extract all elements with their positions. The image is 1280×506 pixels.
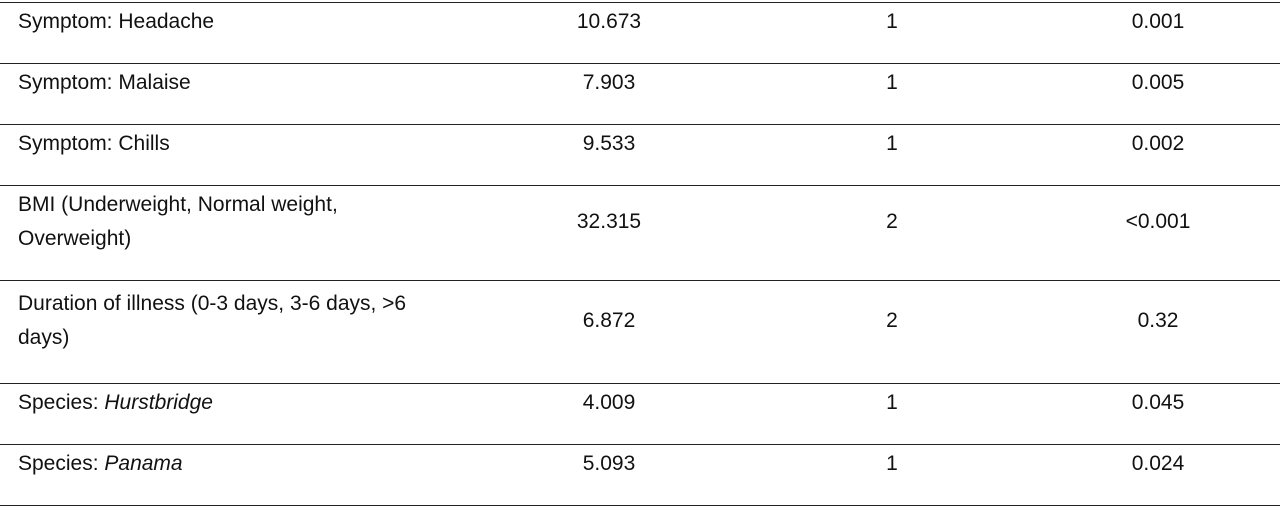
label-cell: Symptom: Malaise bbox=[18, 71, 191, 94]
value-cell: 6.872 bbox=[582, 309, 636, 332]
label-cell: Species: Hurstbridge bbox=[0, 384, 440, 445]
table-row: Duration of illness (0-3 days, 3-6 days,… bbox=[0, 280, 1280, 384]
table-row: Species: Hurstbridge 4.009 1 0.045 bbox=[0, 383, 1280, 445]
label-italic: Panama bbox=[104, 452, 183, 475]
table-row: BMI (Underweight, Normal weight, Overwei… bbox=[0, 185, 1280, 281]
value-cell: 0.32 bbox=[1137, 309, 1179, 332]
value-cell: <0.001 bbox=[1125, 210, 1191, 233]
value-cell: 2 bbox=[886, 309, 898, 332]
value-cell: 10.673 bbox=[576, 10, 642, 33]
value-cell: 0.002 bbox=[1131, 132, 1185, 155]
label-cell: Duration of illness (0-3 days, 3-6 days,… bbox=[18, 292, 407, 349]
table-row: Species: Panama 5.093 1 0.024 bbox=[0, 444, 1280, 506]
label-text: Species: bbox=[18, 452, 105, 475]
value-cell: 32.315 bbox=[576, 210, 642, 233]
value-cell: 9.533 bbox=[582, 132, 636, 155]
value-cell: 0.045 bbox=[1131, 391, 1185, 414]
value-cell: 1 bbox=[886, 71, 898, 94]
label-cell: BMI (Underweight, Normal weight, Overwei… bbox=[18, 193, 338, 250]
value-cell: 7.903 bbox=[582, 71, 636, 94]
value-cell: 1 bbox=[886, 391, 898, 414]
label-text: Species: bbox=[18, 391, 105, 414]
label-cell: Species: Panama bbox=[0, 445, 440, 506]
value-cell: 1 bbox=[886, 452, 898, 475]
value-cell: 1 bbox=[886, 10, 898, 33]
value-cell: 0.024 bbox=[1131, 452, 1185, 475]
value-cell: 1 bbox=[886, 132, 898, 155]
label-italic: Hurstbridge bbox=[104, 391, 213, 414]
value-cell: 2 bbox=[886, 210, 898, 233]
label-cell: Symptom: Headache bbox=[18, 10, 215, 33]
value-cell: 5.093 bbox=[582, 452, 636, 475]
value-cell: 0.005 bbox=[1131, 71, 1185, 94]
value-cell: 0.001 bbox=[1131, 10, 1185, 33]
label-cell: Symptom: Chills bbox=[18, 132, 170, 155]
table-row: Symptom: Chills 9.533 1 0.002 bbox=[0, 124, 1280, 186]
table-row: Symptom: Malaise 7.903 1 0.005 bbox=[0, 63, 1280, 125]
value-cell: 4.009 bbox=[582, 391, 636, 414]
table-row: Symptom: Headache 10.673 1 0.001 bbox=[0, 2, 1280, 64]
